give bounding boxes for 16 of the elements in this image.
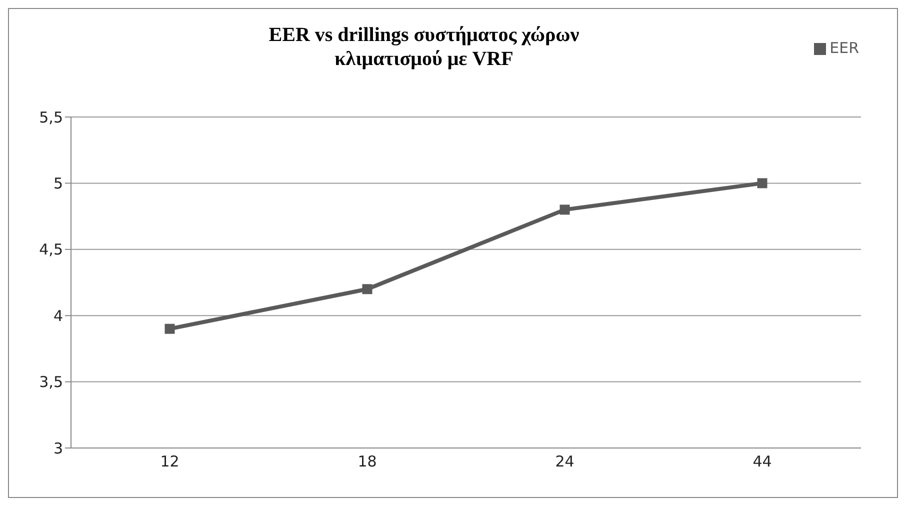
point bbox=[164, 324, 175, 334]
point bbox=[757, 178, 768, 188]
y-tick-label: 5 bbox=[53, 174, 63, 193]
y-tick-label: 3,5 bbox=[39, 373, 63, 392]
point bbox=[560, 204, 570, 215]
x-tick-label: 24 bbox=[555, 452, 574, 471]
y-tick-label: 5,5 bbox=[39, 108, 63, 126]
y-tick-label: 4 bbox=[53, 306, 63, 325]
chart-title: EER vs drillings συστήματος χώρων κλιματισμού με VRF bbox=[268, 23, 580, 71]
y-tick-label: 3 bbox=[53, 439, 63, 458]
legend-label: EER bbox=[830, 39, 859, 57]
x-tick-label: 12 bbox=[160, 452, 180, 471]
point bbox=[362, 284, 372, 294]
x-tick-label: 44 bbox=[752, 452, 772, 471]
x-tick-label: 18 bbox=[358, 452, 377, 471]
y-tick-label: 4,5 bbox=[39, 240, 63, 259]
